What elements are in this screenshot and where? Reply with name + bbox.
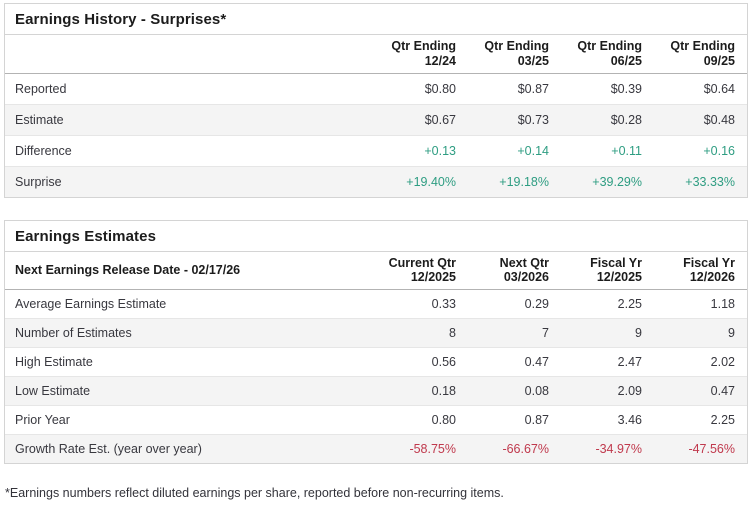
cell-value: $0.48 — [703, 112, 735, 127]
row-label: High Estimate — [15, 355, 93, 369]
row-label: Reported — [15, 81, 67, 96]
estimates-col-header: Fiscal Yr 12/2025 — [561, 251, 654, 290]
surprises-header-spacer — [5, 35, 375, 74]
cell-value: +19.18% — [499, 174, 549, 189]
cell-value: 1.18 — [710, 297, 735, 311]
cell-value: +0.11 — [611, 143, 642, 158]
table-row: Low Estimate 0.18 0.08 2.09 0.47 — [5, 376, 747, 406]
row-label: Average Earnings Estimate — [15, 297, 167, 311]
estimates-table: Next Earnings Release Date - 02/17/26 Cu… — [5, 251, 747, 463]
surprises-col-header: Qtr Ending 09/25 — [654, 35, 747, 74]
row-label: Low Estimate — [15, 384, 91, 398]
earnings-history-surprises-panel: Earnings History - Surprises* Qtr Ending… — [4, 3, 748, 198]
surprises-col-header: Qtr Ending 03/25 — [468, 35, 561, 74]
surprises-panel-title: Earnings History - Surprises* — [5, 4, 747, 35]
cell-value: $0.28 — [610, 112, 642, 127]
estimates-header-row: Next Earnings Release Date - 02/17/26 Cu… — [5, 251, 747, 290]
row-label: Surprise — [15, 174, 62, 189]
table-row: Number of Estimates 8 7 9 9 — [5, 318, 747, 348]
surprises-col-header: Qtr Ending 06/25 — [561, 35, 654, 74]
cell-value: 0.56 — [431, 355, 456, 369]
cell-value: $0.87 — [517, 81, 549, 96]
earnings-footnote: *Earnings numbers reflect diluted earnin… — [5, 486, 504, 500]
row-label: Prior Year — [15, 413, 70, 427]
estimates-col-header: Fiscal Yr 12/2026 — [654, 251, 747, 290]
cell-value: $0.73 — [517, 112, 549, 127]
cell-value: 0.47 — [524, 355, 549, 369]
cell-value: $0.64 — [703, 81, 735, 96]
row-label: Growth Rate Est. (year over year) — [15, 442, 202, 456]
cell-value: +19.40% — [406, 174, 456, 189]
cell-value: 2.47 — [617, 355, 642, 369]
cell-value: $0.80 — [424, 81, 456, 96]
table-row: Prior Year 0.80 0.87 3.46 2.25 — [5, 405, 747, 435]
cell-value: +33.33% — [685, 174, 735, 189]
row-label: Difference — [15, 143, 72, 158]
cell-value: 0.87 — [524, 413, 549, 427]
next-earnings-release-date: Next Earnings Release Date - 02/17/26 — [5, 251, 375, 290]
table-row: Difference +0.13 +0.14 +0.11 +0.16 — [5, 135, 747, 166]
cell-value: 9 — [728, 326, 735, 340]
table-row: Reported $0.80 $0.87 $0.39 $0.64 — [5, 73, 747, 104]
cell-value: 7 — [542, 326, 549, 340]
estimates-col-header: Next Qtr 03/2026 — [468, 251, 561, 290]
cell-value: -58.75% — [409, 442, 456, 456]
row-label: Number of Estimates — [15, 326, 132, 340]
cell-value: +0.13 — [424, 143, 456, 158]
cell-value: 3.46 — [617, 413, 642, 427]
table-row: Average Earnings Estimate 0.33 0.29 2.25… — [5, 290, 747, 319]
earnings-estimates-panel: Earnings Estimates Next Earnings Release… — [4, 219, 748, 464]
cell-value: 2.09 — [617, 384, 642, 398]
table-row: High Estimate 0.56 0.47 2.47 2.02 — [5, 347, 747, 377]
cell-value: 2.25 — [710, 413, 735, 427]
surprises-table: Qtr Ending 12/24 Qtr Ending 03/25 Qtr En… — [5, 35, 747, 197]
cell-value: -47.56% — [688, 442, 735, 456]
cell-value: $0.39 — [610, 81, 642, 96]
cell-value: 9 — [635, 326, 642, 340]
cell-value: 0.33 — [431, 297, 456, 311]
cell-value: 8 — [449, 326, 456, 340]
cell-value: +39.29% — [592, 174, 642, 189]
cell-value: -66.67% — [502, 442, 549, 456]
cell-value: +0.16 — [703, 143, 735, 158]
cell-value: 0.80 — [431, 413, 456, 427]
cell-value: 2.02 — [710, 355, 735, 369]
table-row: Growth Rate Est. (year over year) -58.75… — [5, 434, 747, 463]
surprises-col-header: Qtr Ending 12/24 — [375, 35, 468, 74]
cell-value: 0.08 — [524, 384, 549, 398]
estimates-col-header: Current Qtr 12/2025 — [375, 251, 468, 290]
table-row: Surprise +19.40% +19.18% +39.29% +33.33% — [5, 166, 747, 197]
cell-value: -34.97% — [595, 442, 642, 456]
cell-value: 0.18 — [431, 384, 456, 398]
cell-value: 0.47 — [710, 384, 735, 398]
surprises-header-row: Qtr Ending 12/24 Qtr Ending 03/25 Qtr En… — [5, 35, 747, 74]
cell-value: 0.29 — [524, 297, 549, 311]
table-row: Estimate $0.67 $0.73 $0.28 $0.48 — [5, 104, 747, 135]
estimates-panel-title: Earnings Estimates — [5, 221, 747, 252]
cell-value: $0.67 — [424, 112, 456, 127]
cell-value: 2.25 — [617, 297, 642, 311]
row-label: Estimate — [15, 112, 64, 127]
cell-value: +0.14 — [517, 143, 549, 158]
